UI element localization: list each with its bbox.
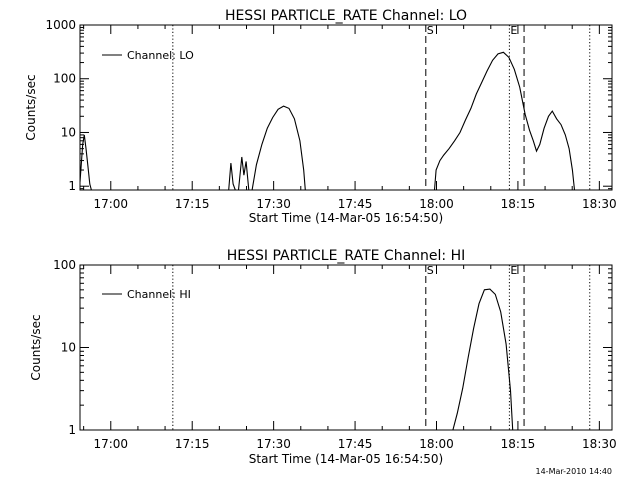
chart2-x-tick-label: 18:30	[582, 437, 617, 451]
chart2-title: HESSI PARTICLE_RATE Channel: HI	[227, 248, 465, 264]
chart1-y-tick-label: 1000	[45, 18, 76, 32]
chart1-y-axis-label: Counts/sec	[24, 74, 38, 140]
chart1-x-axis-label: Start Time (14-Mar-05 16:54:50)	[249, 211, 443, 225]
chart2-x-tick-label: 17:45	[338, 437, 373, 451]
chart1-plot-frame	[79, 24, 613, 191]
chart2-y-tick-label: 100	[53, 258, 76, 272]
chart2-marker-label: E	[510, 264, 517, 277]
chart1-y-tick-label: 100	[53, 72, 76, 86]
chart1-x-tick-label: 17:45	[338, 197, 373, 211]
chart2-y-tick-label: 1	[68, 423, 76, 437]
chart1-series-line-segment	[228, 162, 236, 190]
chart1-series-line-segment	[433, 51, 576, 190]
chart1-title: HESSI PARTICLE_RATE Channel: LO	[225, 8, 467, 24]
chart2-x-tick-label: 17:00	[93, 437, 128, 451]
chart1-series-line-segment	[251, 105, 306, 190]
chart2-panel: HESSI PARTICLE_RATE Channel: HI 17:00 17:1…	[29, 248, 617, 466]
chart1-x-tick-label: 18:00	[419, 197, 454, 211]
chart1-x-tick-label: 17:30	[256, 197, 291, 211]
chart2-marker-label: S	[427, 264, 434, 277]
chart1-legend-label: Channel: LO	[127, 49, 194, 62]
chart1-panel: HESSI PARTICLE_RATE Channel: LO 17:00 17:1…	[24, 8, 617, 225]
chart2-y-axis-label: Counts/sec	[29, 314, 43, 380]
chart1-marker-label: E	[510, 24, 517, 37]
chart1-y-tick-label: 10	[61, 125, 76, 139]
chart1-series-line-segment	[237, 156, 250, 190]
chart2-legend-label: Channel: HI	[127, 288, 191, 301]
chart2-x-tick-label: 17:30	[256, 437, 291, 451]
chart2-x-axis-label: Start Time (14-Mar-05 16:54:50)	[249, 452, 443, 466]
chart1-series-line-segment	[80, 134, 92, 190]
chart2-series-line-segment	[452, 288, 514, 430]
chart1-marker-label: S	[427, 24, 434, 37]
footer-timestamp: 14-Mar-2010 14:40	[536, 467, 613, 476]
chart1-x-tick-label: 17:15	[175, 197, 210, 211]
chart2-x-tick-label: 17:15	[175, 437, 210, 451]
chart2-y-tick-label: 10	[61, 341, 76, 355]
chart1-x-tick-label: 18:15	[501, 197, 536, 211]
chart2-x-tick-label: 18:15	[501, 437, 536, 451]
chart1-x-tick-label: 17:00	[93, 197, 128, 211]
chart1-y-tick-label: 1	[68, 179, 76, 193]
chart1-x-tick-label: 18:30	[582, 197, 617, 211]
chart2-x-tick-label: 18:00	[419, 437, 454, 451]
